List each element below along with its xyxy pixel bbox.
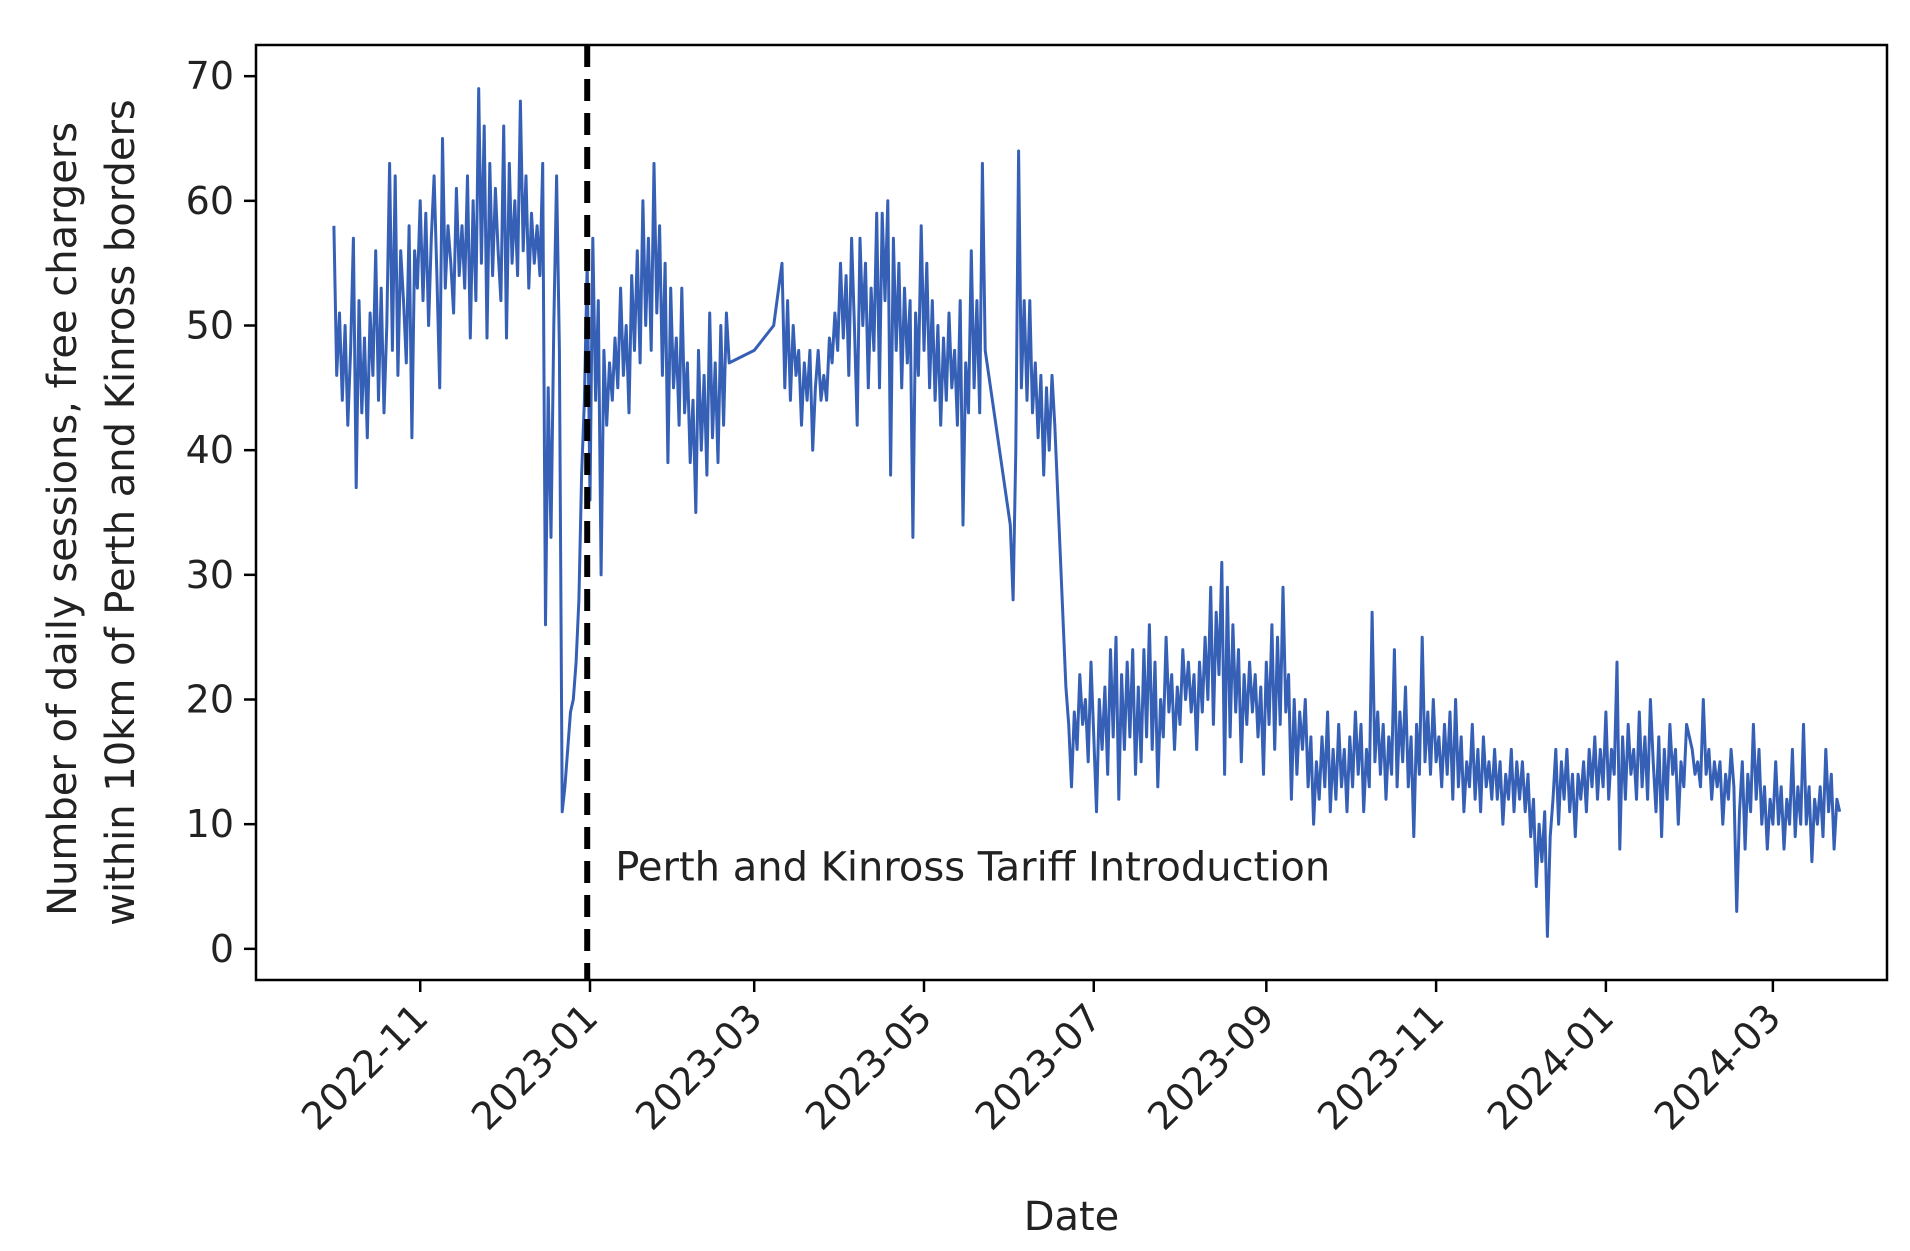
y-tick-label: 10 bbox=[186, 802, 234, 846]
series-layer bbox=[332, 87, 1842, 938]
y-axis-label-line-1: Number of daily sessions, free chargers bbox=[40, 122, 86, 916]
y-tick-label: 30 bbox=[186, 553, 234, 597]
y-tick-label: 50 bbox=[186, 304, 234, 348]
tariff-introduction-annotation: Perth and Kinross Tariff Introduction bbox=[615, 844, 1330, 890]
series-line bbox=[332, 87, 1842, 938]
y-tick-label: 0 bbox=[210, 927, 234, 971]
x-tick-label: 2022-11 bbox=[293, 995, 436, 1138]
x-tick-label: 2023-05 bbox=[797, 995, 940, 1138]
x-tick-label: 2023-11 bbox=[1309, 995, 1452, 1138]
y-axis-label-line-2: within 10km of Perth and Kinross borders bbox=[98, 99, 144, 926]
y-axis-label: Number of daily sessions, free chargers … bbox=[40, 99, 144, 926]
x-axis-label: Date bbox=[1024, 1194, 1120, 1240]
x-tick-label: 2023-03 bbox=[627, 995, 770, 1138]
x-tick-label: 2023-01 bbox=[463, 995, 606, 1138]
x-tick-label: 2023-09 bbox=[1139, 995, 1282, 1138]
y-tick-label: 60 bbox=[186, 179, 234, 223]
plot-frame bbox=[254, 43, 1889, 982]
y-tick-label: 20 bbox=[186, 678, 234, 722]
y-tick-label: 70 bbox=[186, 54, 234, 98]
x-tick-label: 2023-07 bbox=[967, 995, 1110, 1138]
x-tick-label: 2024-01 bbox=[1479, 995, 1622, 1138]
y-tick-label: 40 bbox=[186, 428, 234, 472]
x-tick-label: 2024-03 bbox=[1646, 995, 1789, 1138]
